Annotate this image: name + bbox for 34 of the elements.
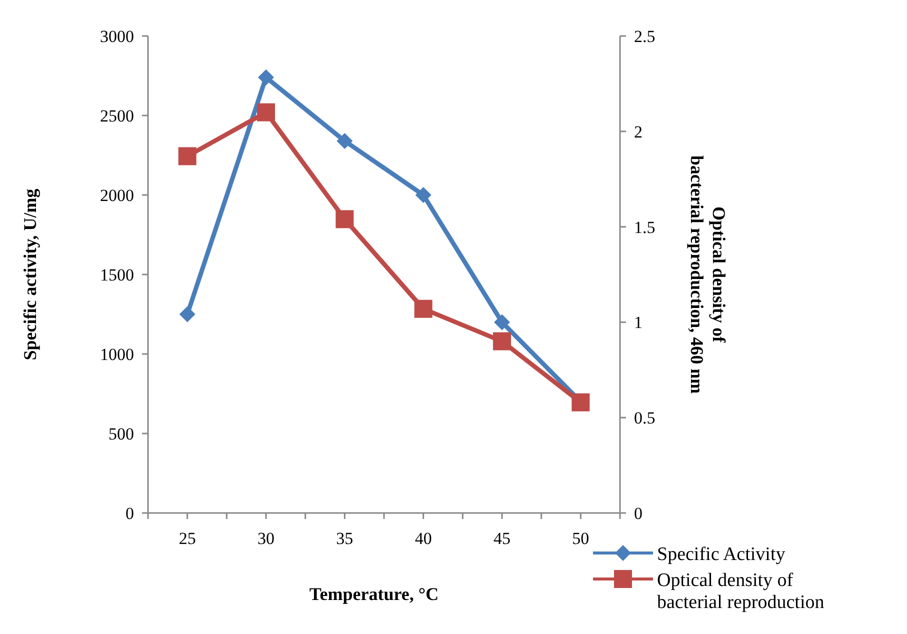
point [336, 210, 354, 228]
point [258, 69, 274, 86]
y-axis-title: Specific activity, U/mg [20, 188, 40, 360]
y-tick-label: 2500 [100, 106, 134, 126]
y-tick-label: 1000 [100, 345, 134, 364]
x-tick-label: 35 [336, 529, 354, 548]
point [179, 306, 196, 322]
x-axis-title: Temperature, °C [309, 584, 439, 604]
y-tick-label: 500 [108, 424, 134, 444]
y2-tick-label: 1 [634, 313, 642, 332]
legend-label: Specific Activity [657, 544, 786, 565]
x-tick-label: 30 [258, 529, 274, 548]
y-tick-label: 0 [126, 504, 134, 523]
y-tick-label: 1500 [100, 266, 134, 284]
point [336, 132, 353, 149]
x-tick-label: 40 [414, 529, 432, 548]
x-tick-label: 25 [178, 529, 196, 548]
point [415, 187, 432, 203]
y-tick-label: 2000 [100, 186, 134, 205]
point [414, 300, 432, 318]
y2-tick-label: 0.5 [634, 408, 656, 428]
point [493, 332, 511, 350]
y2-tick-label: 2.5 [634, 27, 656, 46]
y-tick-label: 3000 [100, 27, 134, 46]
y2-tick-label: 1.5 [634, 218, 656, 237]
x-tick-label: 45 [494, 529, 510, 548]
legend-label: Optical density of bacterial reproduction [657, 570, 825, 613]
x-tick-label: 50 [572, 529, 590, 548]
y2-tick-label: 0 [634, 504, 642, 523]
point [178, 147, 196, 166]
point [494, 314, 510, 330]
y2-axis-title: Optical density of bacterial reproduction, 460 nm [687, 155, 729, 394]
point [257, 103, 275, 122]
y2-tick-label: 2 [634, 122, 642, 142]
